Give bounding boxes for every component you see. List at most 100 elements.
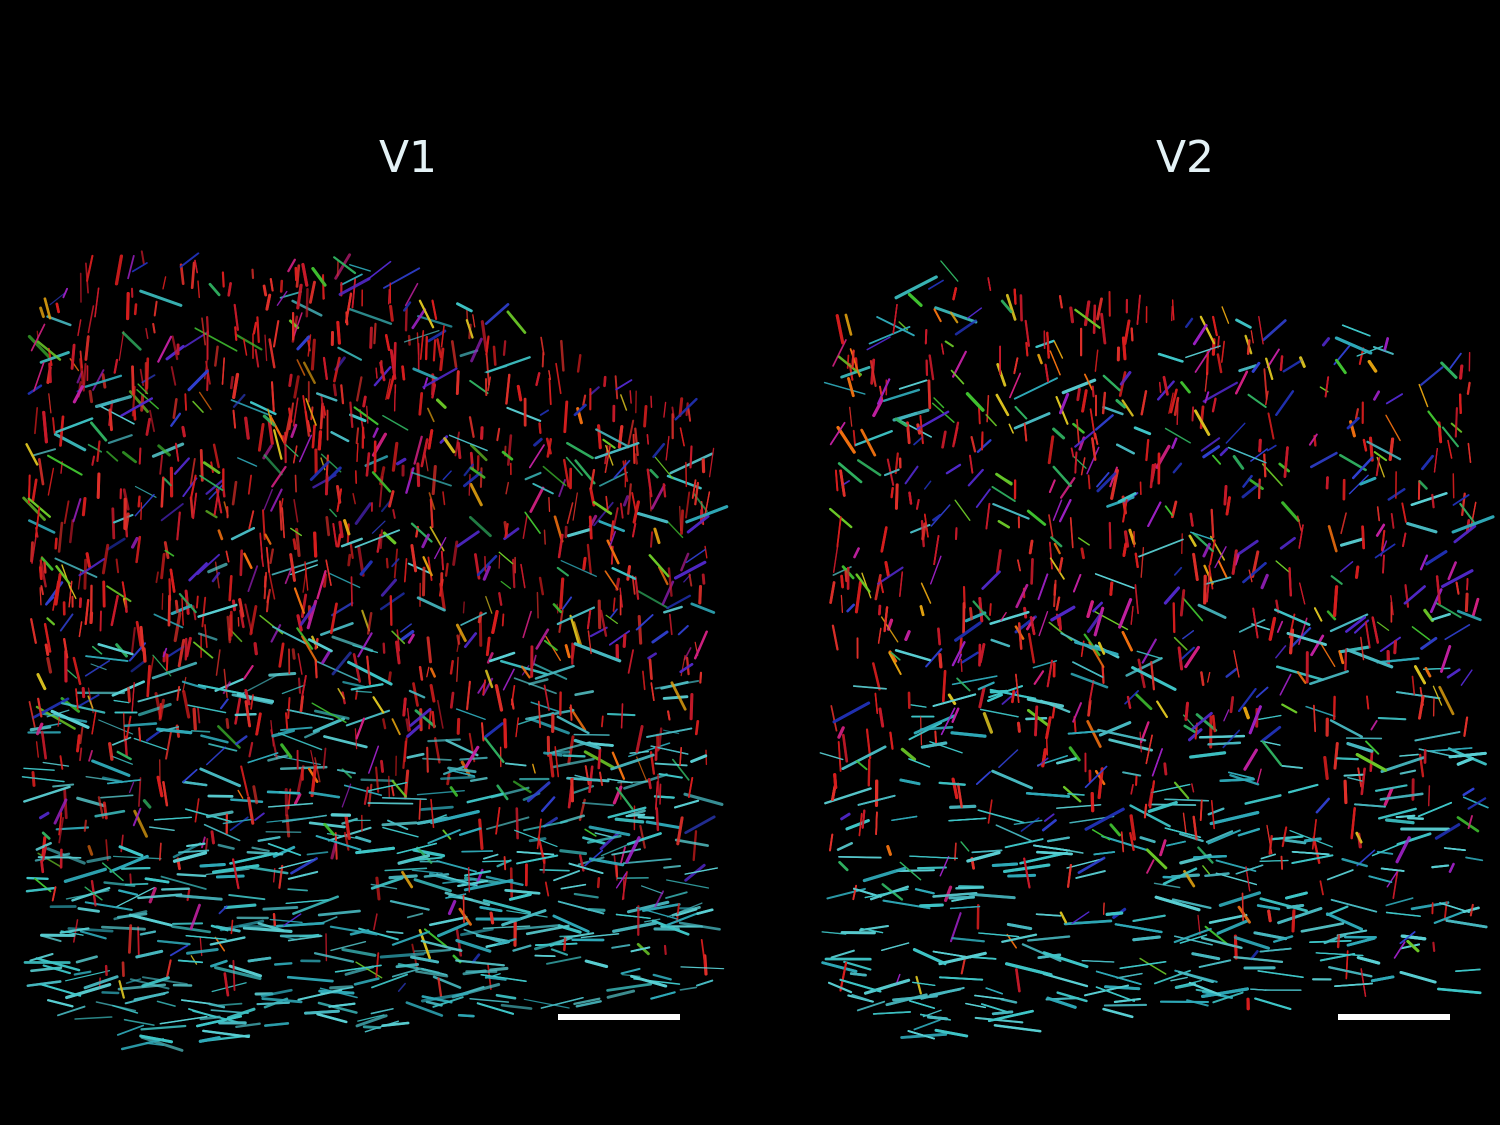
fiber <box>1171 898 1212 910</box>
fiber <box>1285 891 1308 900</box>
fiber <box>878 707 885 728</box>
fiber <box>22 496 46 521</box>
fiber <box>455 959 505 967</box>
fiber <box>1454 407 1458 438</box>
fiber <box>1048 514 1054 538</box>
fiber <box>833 773 838 789</box>
fiber <box>167 645 185 658</box>
fiber <box>1059 499 1072 523</box>
fiber <box>456 530 480 548</box>
fiber <box>1382 554 1385 574</box>
fiber <box>1037 757 1049 767</box>
fiber <box>178 593 197 614</box>
fiber <box>480 426 484 440</box>
fiber <box>62 287 69 299</box>
fiber <box>524 471 542 481</box>
fiber <box>921 522 927 541</box>
fiber <box>978 406 981 425</box>
fiber <box>533 663 568 680</box>
fiber <box>1279 355 1284 372</box>
fiber <box>87 305 95 334</box>
fiber <box>140 502 143 521</box>
fiber <box>251 268 255 279</box>
fiber <box>556 566 569 577</box>
fiber <box>106 450 119 462</box>
fiber <box>1171 305 1173 322</box>
fiber <box>370 1008 394 1015</box>
fiber <box>1338 650 1345 665</box>
fiber <box>510 698 515 710</box>
fiber <box>181 597 184 626</box>
fiber <box>65 983 112 1000</box>
fiber <box>280 743 293 759</box>
fiber <box>1149 463 1155 489</box>
fiber <box>199 474 224 491</box>
fiber <box>1246 339 1251 355</box>
fiber <box>362 395 367 408</box>
fiber <box>226 615 232 644</box>
fiber <box>106 537 126 551</box>
fiber <box>1385 393 1403 405</box>
fiber <box>1467 815 1473 829</box>
fiber <box>270 719 275 747</box>
fiber <box>455 370 460 396</box>
fiber <box>185 935 227 940</box>
fiber <box>379 592 405 611</box>
fiber <box>247 474 253 495</box>
fiber <box>940 707 956 736</box>
fiber <box>1252 607 1259 639</box>
fiber <box>43 623 52 653</box>
fiber <box>1145 734 1153 765</box>
fiber <box>288 373 293 388</box>
fiber <box>72 385 84 404</box>
fiber <box>1105 911 1124 916</box>
fiber <box>708 447 715 478</box>
fiber <box>388 289 390 305</box>
fiber <box>1376 657 1420 664</box>
fiber <box>915 975 922 995</box>
fiber <box>1329 613 1369 633</box>
fiber <box>349 543 354 560</box>
fiber <box>894 483 899 510</box>
fiber <box>84 335 90 361</box>
fiber <box>444 891 491 907</box>
fiber <box>296 283 303 310</box>
fiber <box>113 699 130 704</box>
fiber <box>880 616 899 643</box>
fiber <box>449 786 459 797</box>
fiber <box>329 985 354 990</box>
fiber <box>279 765 328 771</box>
fiber <box>1360 968 1367 997</box>
fiber <box>310 765 317 798</box>
fiber <box>496 427 501 442</box>
fiber <box>92 645 103 655</box>
fiber <box>1100 312 1107 345</box>
fiber <box>1291 909 1296 933</box>
fiber <box>400 630 415 641</box>
fiber <box>1324 376 1330 398</box>
fiber <box>1172 462 1183 474</box>
fiber <box>229 375 234 390</box>
fiber <box>151 442 185 458</box>
fiber-volume-v1 <box>21 250 729 1052</box>
fiber <box>1162 375 1169 396</box>
fiber <box>1076 418 1080 445</box>
fiber <box>1172 602 1176 634</box>
fiber <box>1207 807 1225 816</box>
fiber <box>225 550 230 563</box>
fiber <box>1193 855 1227 859</box>
fiber <box>268 671 297 677</box>
fiber <box>111 755 133 765</box>
fiber <box>978 686 986 709</box>
fiber <box>35 741 39 758</box>
fiber <box>223 903 257 910</box>
fiber <box>1392 869 1399 900</box>
fiber <box>353 977 380 986</box>
fiber <box>389 349 397 380</box>
fiber <box>582 802 614 807</box>
fiber <box>177 959 204 964</box>
fiber <box>680 966 725 970</box>
fiber <box>989 611 1030 625</box>
fiber <box>1119 961 1167 970</box>
fiber <box>614 817 645 824</box>
